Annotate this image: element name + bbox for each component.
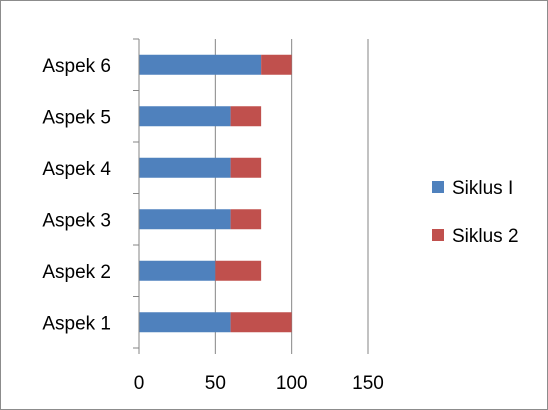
legend-label: Siklus I bbox=[452, 178, 513, 199]
bar-aspek-6-series-1 bbox=[139, 54, 262, 75]
category-label: Aspek 4 bbox=[42, 159, 111, 180]
category-label: Aspek 2 bbox=[42, 262, 111, 283]
bar-aspek-1-series-2 bbox=[230, 312, 292, 333]
bar-aspek-3-series-2 bbox=[230, 209, 262, 230]
legend-swatch bbox=[432, 181, 444, 193]
category-label: Aspek 1 bbox=[42, 313, 111, 334]
bar-aspek-3-series-1 bbox=[139, 209, 231, 230]
x-tick-label: 150 bbox=[352, 373, 384, 394]
bar-aspek-4-series-1 bbox=[139, 157, 231, 178]
bar-aspek-4-series-2 bbox=[230, 157, 262, 178]
bar-aspek-2-series-1 bbox=[139, 260, 216, 281]
bar-aspek-1-series-1 bbox=[139, 312, 231, 333]
bar-aspek-5-series-1 bbox=[139, 106, 231, 127]
x-tick-label: 50 bbox=[205, 373, 226, 394]
category-label: Aspek 3 bbox=[42, 210, 111, 231]
bar-aspek-5-series-2 bbox=[230, 106, 262, 127]
x-tick-label: 0 bbox=[134, 373, 145, 394]
legend-label: Siklus 2 bbox=[452, 226, 519, 247]
category-label: Aspek 6 bbox=[42, 56, 111, 77]
legend-swatch bbox=[432, 229, 444, 241]
bar-aspek-2-series-2 bbox=[215, 260, 262, 281]
bar-aspek-6-series-2 bbox=[261, 54, 292, 75]
category-label: Aspek 5 bbox=[42, 107, 111, 128]
x-tick-label: 100 bbox=[276, 373, 308, 394]
